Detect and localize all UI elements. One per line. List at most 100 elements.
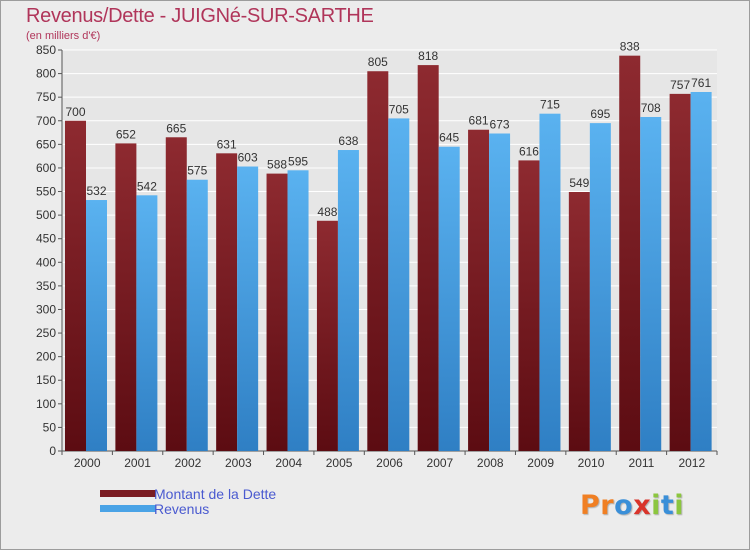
- x-tick-label: 2005: [326, 456, 353, 470]
- logo-letter: i: [651, 490, 661, 521]
- logo-letter: P: [580, 490, 601, 521]
- bar-dette: [266, 173, 288, 451]
- x-tick-label: 2002: [175, 456, 202, 470]
- data-label-dette: 616: [519, 144, 539, 158]
- data-label-revenus: 705: [389, 102, 409, 116]
- bar-revenus: [690, 91, 712, 451]
- x-tick-label: 2010: [578, 456, 605, 470]
- bar-revenus: [589, 123, 611, 451]
- data-label-dette: 818: [418, 49, 438, 63]
- bar-dette: [115, 143, 137, 451]
- bar-dette: [367, 71, 389, 452]
- legend-item-revenus: Revenus: [100, 500, 276, 517]
- bar-dette: [216, 153, 238, 451]
- y-tick-label: 800: [36, 67, 56, 81]
- bar-dette: [417, 65, 439, 452]
- data-label-dette: 681: [469, 114, 489, 128]
- bar-revenus: [86, 200, 107, 451]
- logo-letter: o: [614, 490, 634, 521]
- bar-dette: [669, 93, 691, 451]
- y-tick-label: 450: [36, 232, 56, 246]
- x-tick-label: 2012: [678, 456, 705, 470]
- bar-dette: [468, 129, 490, 451]
- data-label-dette: 700: [65, 105, 85, 119]
- bar-dette: [316, 220, 338, 451]
- legend-item-dette: Montant de la Dette: [100, 485, 277, 502]
- bar-revenus: [388, 118, 410, 451]
- logo-letter: i: [674, 490, 685, 521]
- bar-revenus: [287, 170, 309, 452]
- x-tick-label: 2003: [225, 456, 252, 470]
- legend-swatch-dette: [100, 490, 156, 497]
- x-tick-label: 2000: [74, 456, 101, 470]
- data-label-revenus: 603: [238, 151, 258, 165]
- data-label-dette: 757: [670, 78, 690, 92]
- bar-dette: [568, 192, 590, 452]
- bar-revenus: [489, 133, 511, 451]
- proxiti-logo: Proxiti: [580, 490, 684, 521]
- y-tick-label: 150: [36, 373, 56, 387]
- y-tick-label: 650: [36, 137, 56, 151]
- x-tick-label: 2011: [629, 456, 655, 470]
- y-tick-label: 50: [43, 420, 57, 434]
- legend-swatch-revenus: [100, 505, 156, 512]
- legend-label-dette: Montant de la Dette: [154, 485, 277, 502]
- x-tick-label: 2009: [527, 456, 554, 470]
- bar-dette: [619, 55, 641, 452]
- data-label-revenus: 532: [86, 184, 106, 198]
- y-tick-label: 550: [36, 185, 56, 199]
- data-label-dette: 488: [317, 205, 337, 219]
- chart-title: Revenus/Dette - JUIGNé-SUR-SARTHE: [26, 5, 374, 27]
- data-label-dette: 588: [267, 158, 287, 172]
- data-label-revenus: 595: [288, 154, 308, 168]
- data-label-revenus: 715: [540, 98, 560, 112]
- data-label-revenus: 708: [641, 101, 661, 115]
- x-tick-label: 2006: [376, 456, 403, 470]
- y-tick-label: 400: [36, 255, 56, 269]
- x-tick-label: 2008: [477, 456, 504, 470]
- x-tick-label: 2001: [124, 456, 151, 470]
- data-label-revenus: 645: [439, 131, 459, 145]
- bar-revenus: [186, 179, 208, 451]
- bar-revenus: [438, 146, 460, 451]
- bar-dette: [165, 137, 187, 451]
- y-tick-label: 850: [36, 43, 56, 57]
- data-label-dette: 838: [620, 40, 640, 54]
- chart-legend: Montant de la Dette Revenus: [100, 485, 277, 517]
- y-tick-label: 200: [36, 350, 56, 364]
- data-label-revenus: 761: [691, 76, 711, 90]
- data-label-revenus: 673: [490, 118, 510, 132]
- y-tick-label: 100: [36, 397, 56, 411]
- data-label-dette: 549: [569, 176, 589, 190]
- data-label-revenus: 695: [590, 107, 610, 121]
- bar-revenus: [539, 113, 561, 451]
- data-label-dette: 652: [116, 127, 136, 141]
- bar-revenus: [237, 166, 259, 451]
- data-label-revenus: 638: [338, 134, 358, 148]
- x-tick-label: 2007: [427, 456, 454, 470]
- bar-revenus: [640, 116, 662, 451]
- chart-subtitle: (en milliers d'€): [26, 30, 101, 42]
- y-tick-label: 250: [36, 326, 56, 340]
- bar-revenus: [337, 150, 359, 452]
- bar-revenus: [136, 195, 158, 451]
- legend-label-revenus: Revenus: [154, 500, 210, 517]
- y-tick-label: 300: [36, 302, 56, 316]
- y-tick-label: 700: [36, 114, 56, 128]
- y-tick-label: 0: [49, 444, 56, 458]
- logo-letter: r: [600, 490, 615, 521]
- y-tick-label: 350: [36, 279, 56, 293]
- y-tick-label: 500: [36, 208, 56, 222]
- logo-letter: t: [660, 490, 675, 521]
- data-label-dette: 631: [217, 137, 237, 151]
- data-label-dette: 665: [166, 121, 186, 135]
- y-tick-label: 600: [36, 161, 56, 175]
- bar-dette: [518, 160, 540, 451]
- y-tick-label: 750: [36, 90, 56, 104]
- data-label-revenus: 575: [187, 164, 207, 178]
- x-tick-label: 2004: [275, 456, 302, 470]
- data-label-dette: 805: [368, 55, 388, 69]
- logo-letter: x: [633, 490, 652, 521]
- data-label-revenus: 542: [137, 179, 157, 193]
